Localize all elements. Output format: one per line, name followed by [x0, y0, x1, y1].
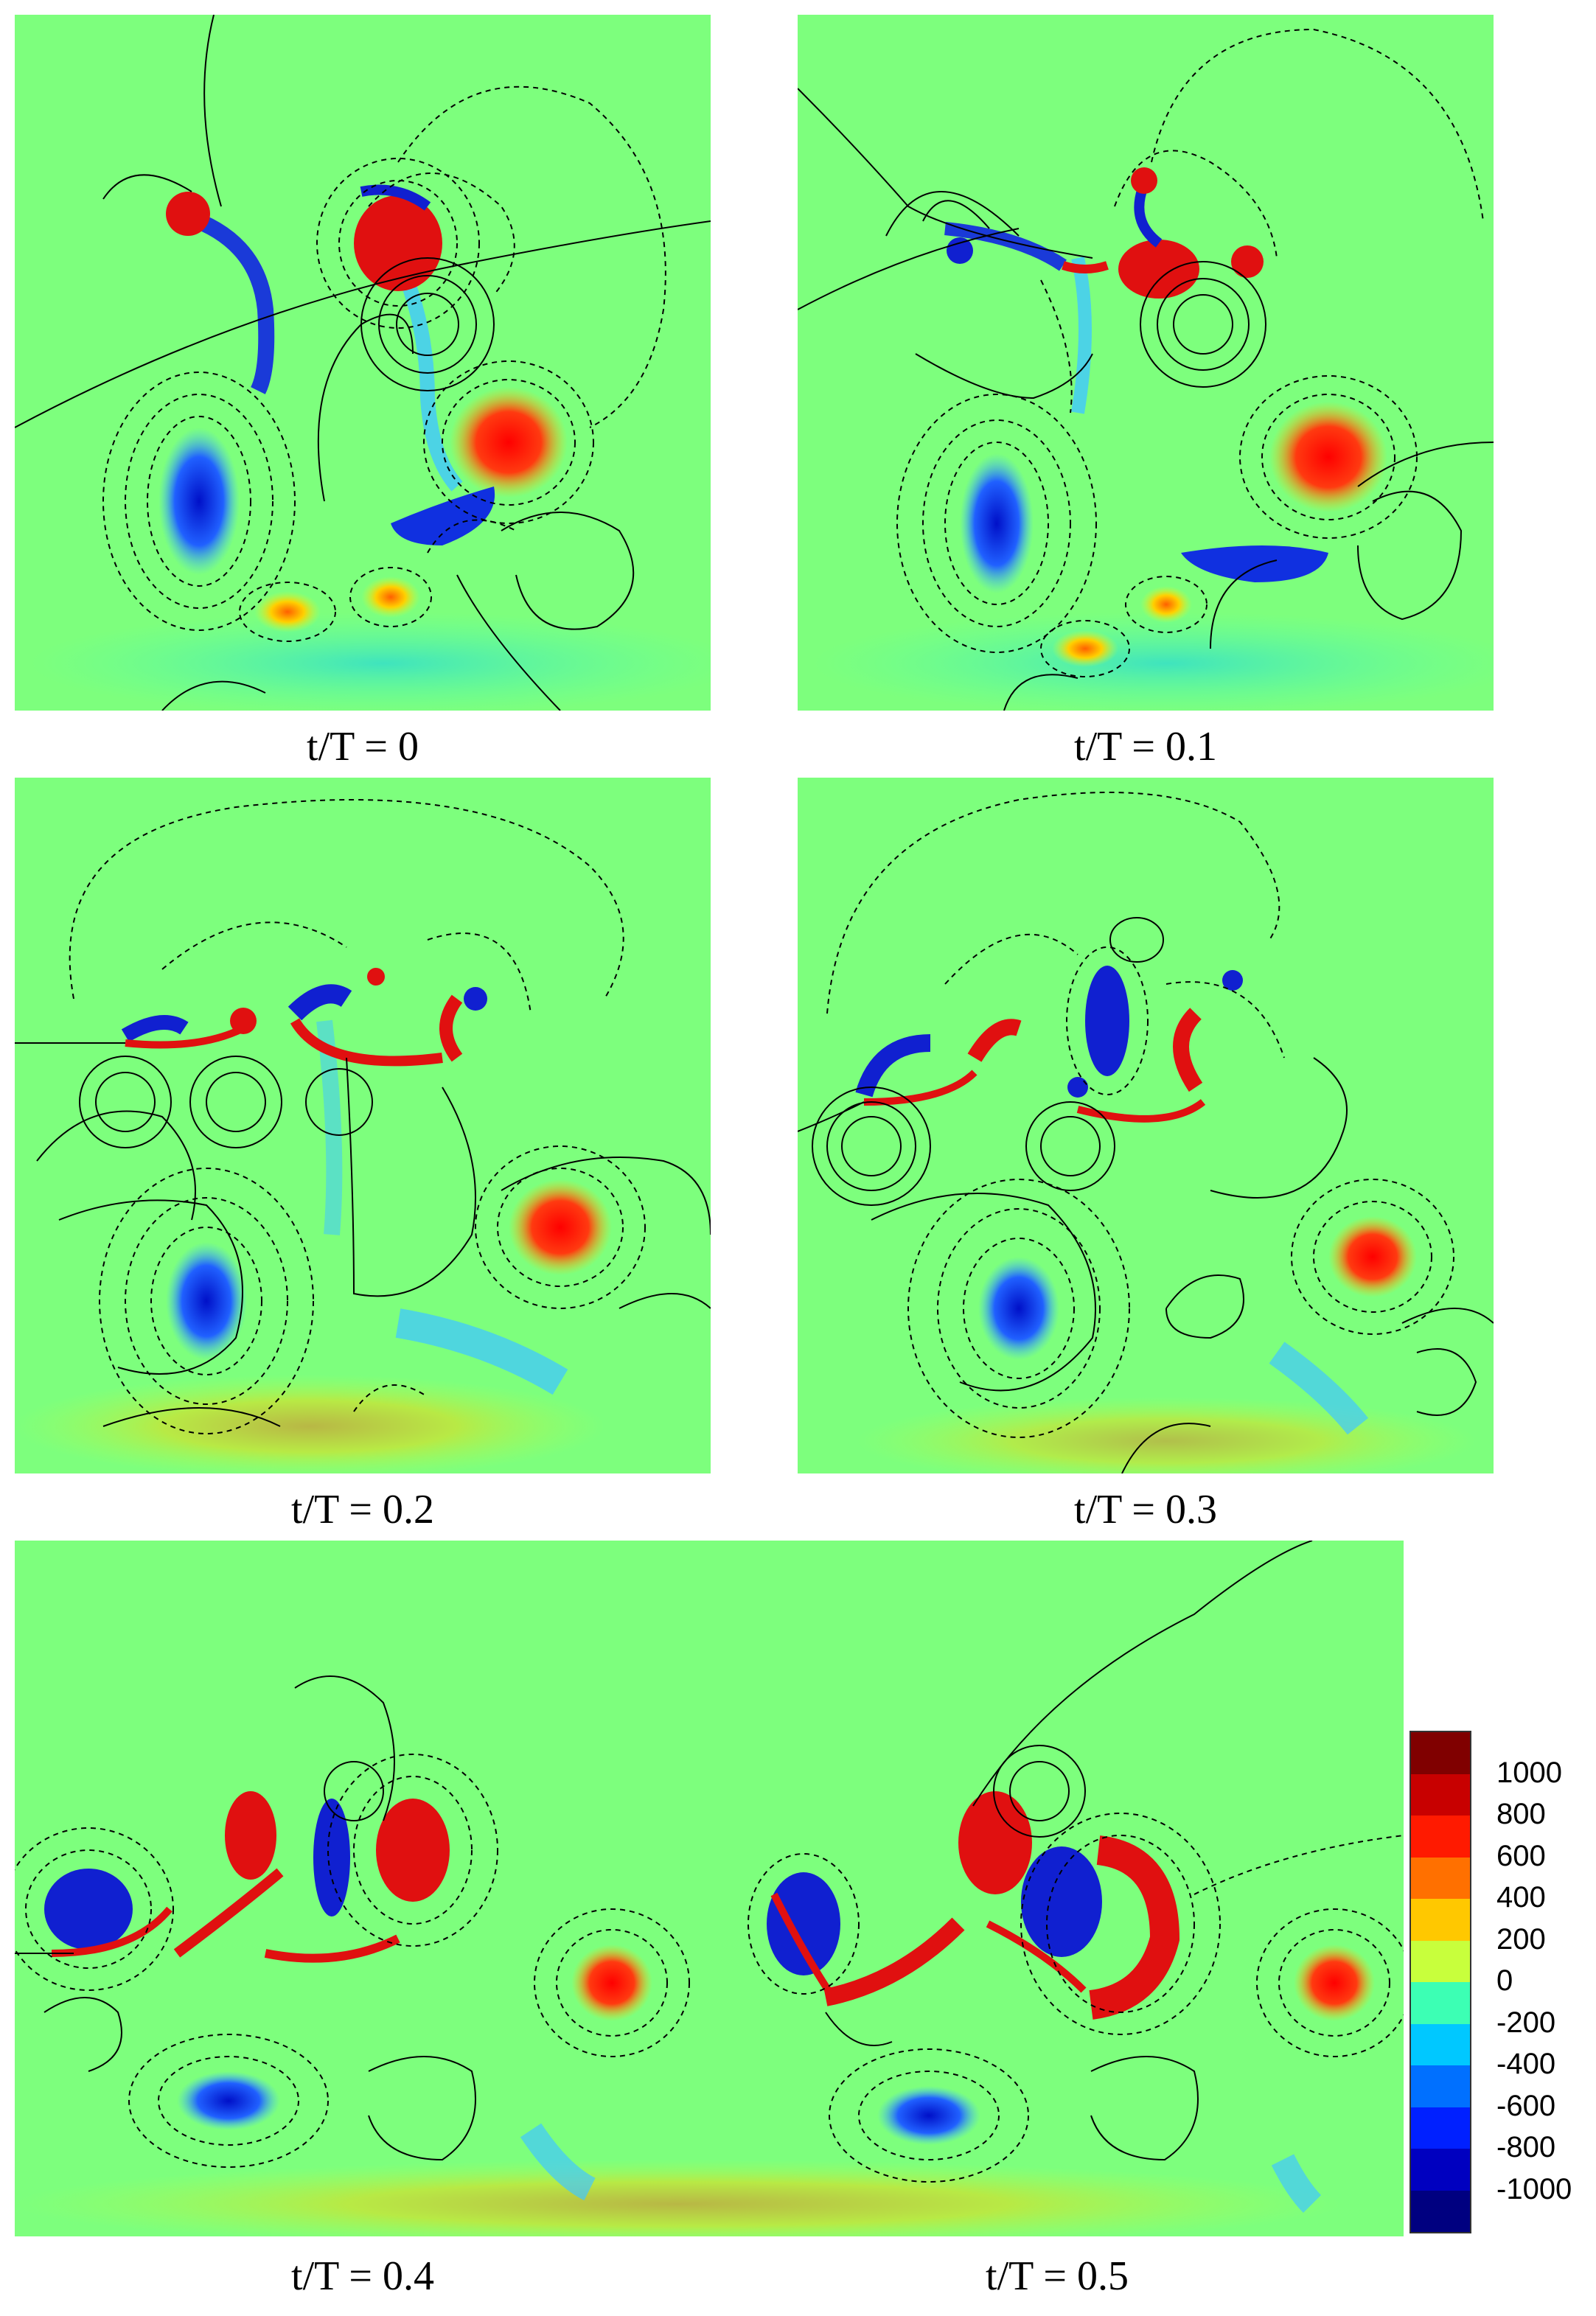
colorbar-band	[1411, 1773, 1470, 1816]
colorbar-band	[1411, 2065, 1470, 2107]
vorticity-panel-t0.1	[798, 15, 1494, 711]
colorbar-band	[1411, 2023, 1470, 2065]
caption-t0.5: t/T = 0.5	[986, 2253, 1129, 2299]
colorbar-label: 600	[1496, 1839, 1546, 1872]
caption-t0.3: t/T = 0.3	[1074, 1487, 1217, 1532]
colorbar-band	[1411, 1982, 1470, 2024]
colorbar-label: 800	[1496, 1798, 1546, 1830]
colorbar-band	[1411, 1816, 1470, 1858]
colorbar-label: -400	[1496, 2048, 1556, 2080]
vorticity-panel-t0.4-t0.5	[15, 1541, 1404, 2236]
colorbar-label: 0	[1496, 1964, 1513, 1997]
colorbar-band	[1411, 2149, 1470, 2191]
vorticity-panel-t0.3	[798, 778, 1494, 1473]
colorbar-band	[1411, 1899, 1470, 1941]
caption-t0.2: t/T = 0.2	[291, 1487, 434, 1532]
vorticity-panel-t0.2	[15, 778, 711, 1473]
colorbar-label: -1000	[1496, 2172, 1572, 2205]
colorbar-band	[1411, 2190, 1470, 2232]
colorbar-label: 1000	[1496, 1756, 1562, 1789]
colorbar-band	[1411, 1857, 1470, 1899]
caption-t0: t/T = 0	[307, 724, 419, 770]
caption-t0.4: t/T = 0.4	[291, 2253, 434, 2299]
colorbar-band	[1411, 1732, 1470, 1774]
colorbar-label: -800	[1496, 2131, 1556, 2163]
caption-t0.1: t/T = 0.1	[1074, 724, 1217, 770]
colorbar-label: 400	[1496, 1881, 1546, 1914]
colorbar-label: -600	[1496, 2089, 1556, 2122]
colorbar-label: 200	[1496, 1922, 1546, 1956]
colorbar-band	[1411, 1940, 1470, 1982]
colorbar-band	[1411, 2107, 1470, 2149]
vorticity-colorbar	[1409, 1731, 1471, 2233]
vorticity-panel-t0	[15, 15, 711, 711]
colorbar-label: -200	[1496, 2006, 1556, 2039]
